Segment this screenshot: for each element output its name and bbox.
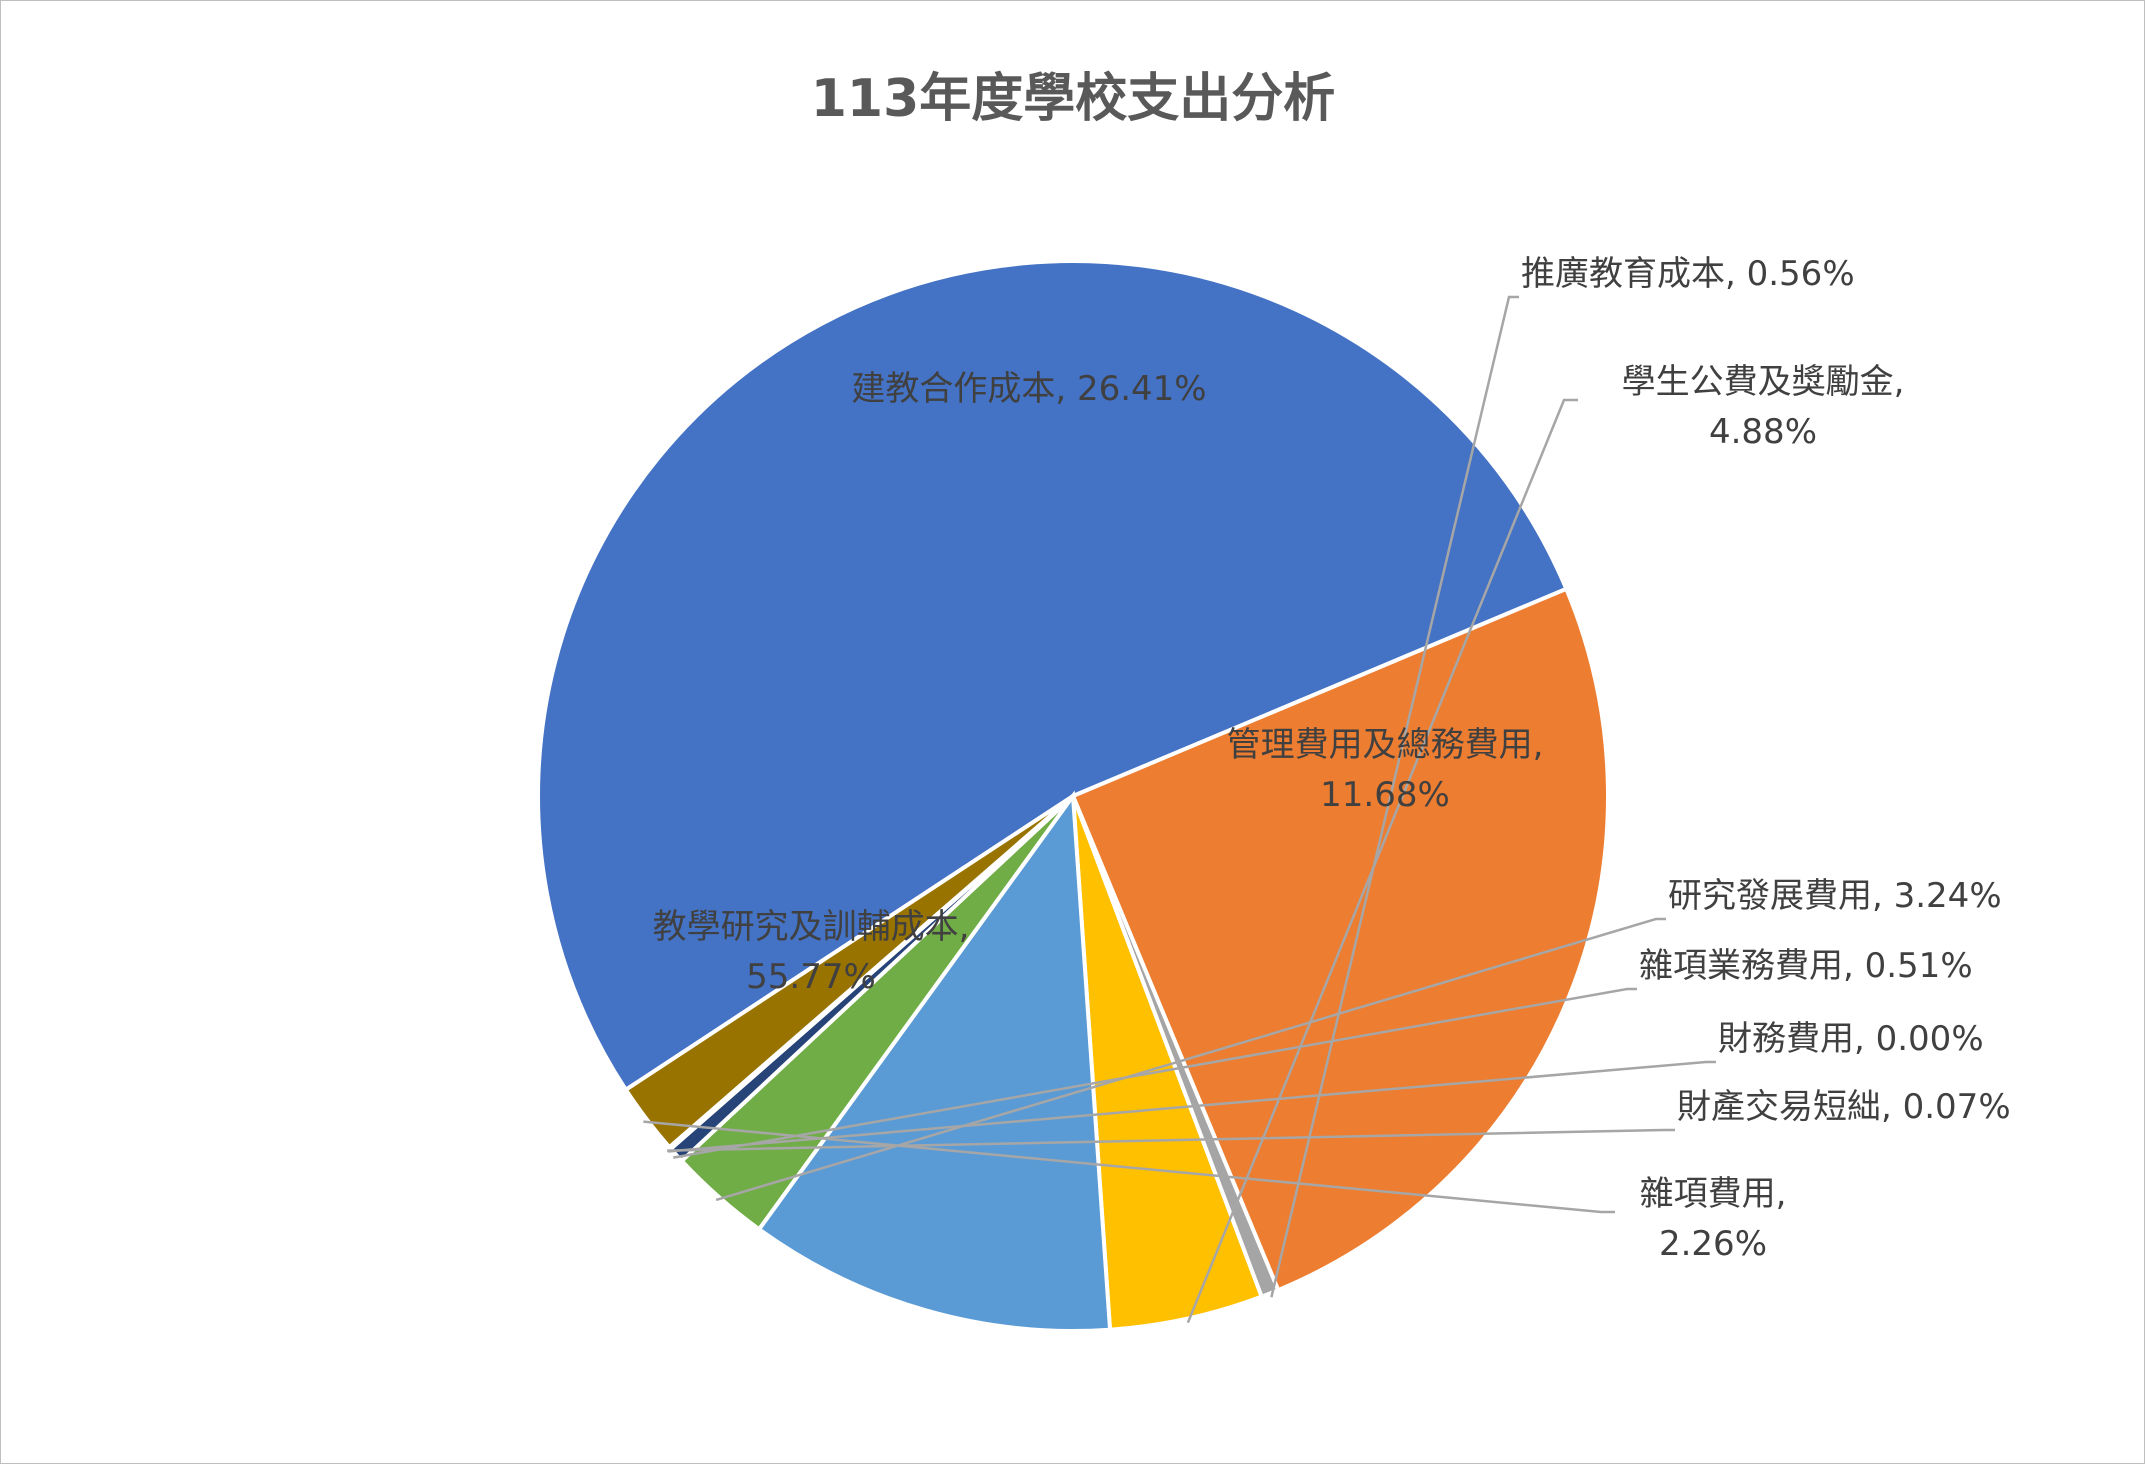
leader-line-7 [673,987,1637,1159]
data-label-2: 建教合作成本, 26.41% [851,369,1206,409]
data-label-5: 管理費用及總務費用, 11.68% [1227,725,1544,815]
data-label-1: 教學研究及訓輔成本, 55.77% [653,907,970,997]
pie-slice-5 [756,790,1113,1334]
pie-slice-4 [1071,795,1265,1332]
leader-line-8 [667,1060,1716,1153]
leader-line-10 [643,1120,1615,1214]
data-label-3: 推廣教育成本, 0.56% [1521,254,1855,294]
leader-line-3 [1270,295,1519,1298]
pie-slice-1 [536,259,1569,1093]
leader-line-6 [715,917,1666,1202]
data-label-10: 雜項費用, 2.26% [1640,1174,1787,1264]
data-labels: 教學研究及訓輔成本, 55.77% 建教合作成本, 26.41% 推廣教育成本, 0.… [653,254,2011,1264]
leader-lines [643,295,1716,1324]
data-label-7: 雜項業務費用, 0.51% [1639,946,1973,986]
slices-layer [536,259,1611,1334]
pie-slice-10 [623,794,1075,1150]
data-label-4: 學生公費及獎勵金, 4.88% [1622,362,1905,452]
data-label-8: 財務費用, 0.00% [1718,1019,1984,1059]
chart-title: 113年度學校支出分析 [811,69,1336,129]
data-label-9: 財產交易短絀, 0.07% [1677,1087,2011,1127]
leader-line-4 [1186,398,1578,1324]
data-label-6: 研究發展費用, 3.24% [1668,876,2002,916]
leader-line-9 [667,1128,1675,1152]
